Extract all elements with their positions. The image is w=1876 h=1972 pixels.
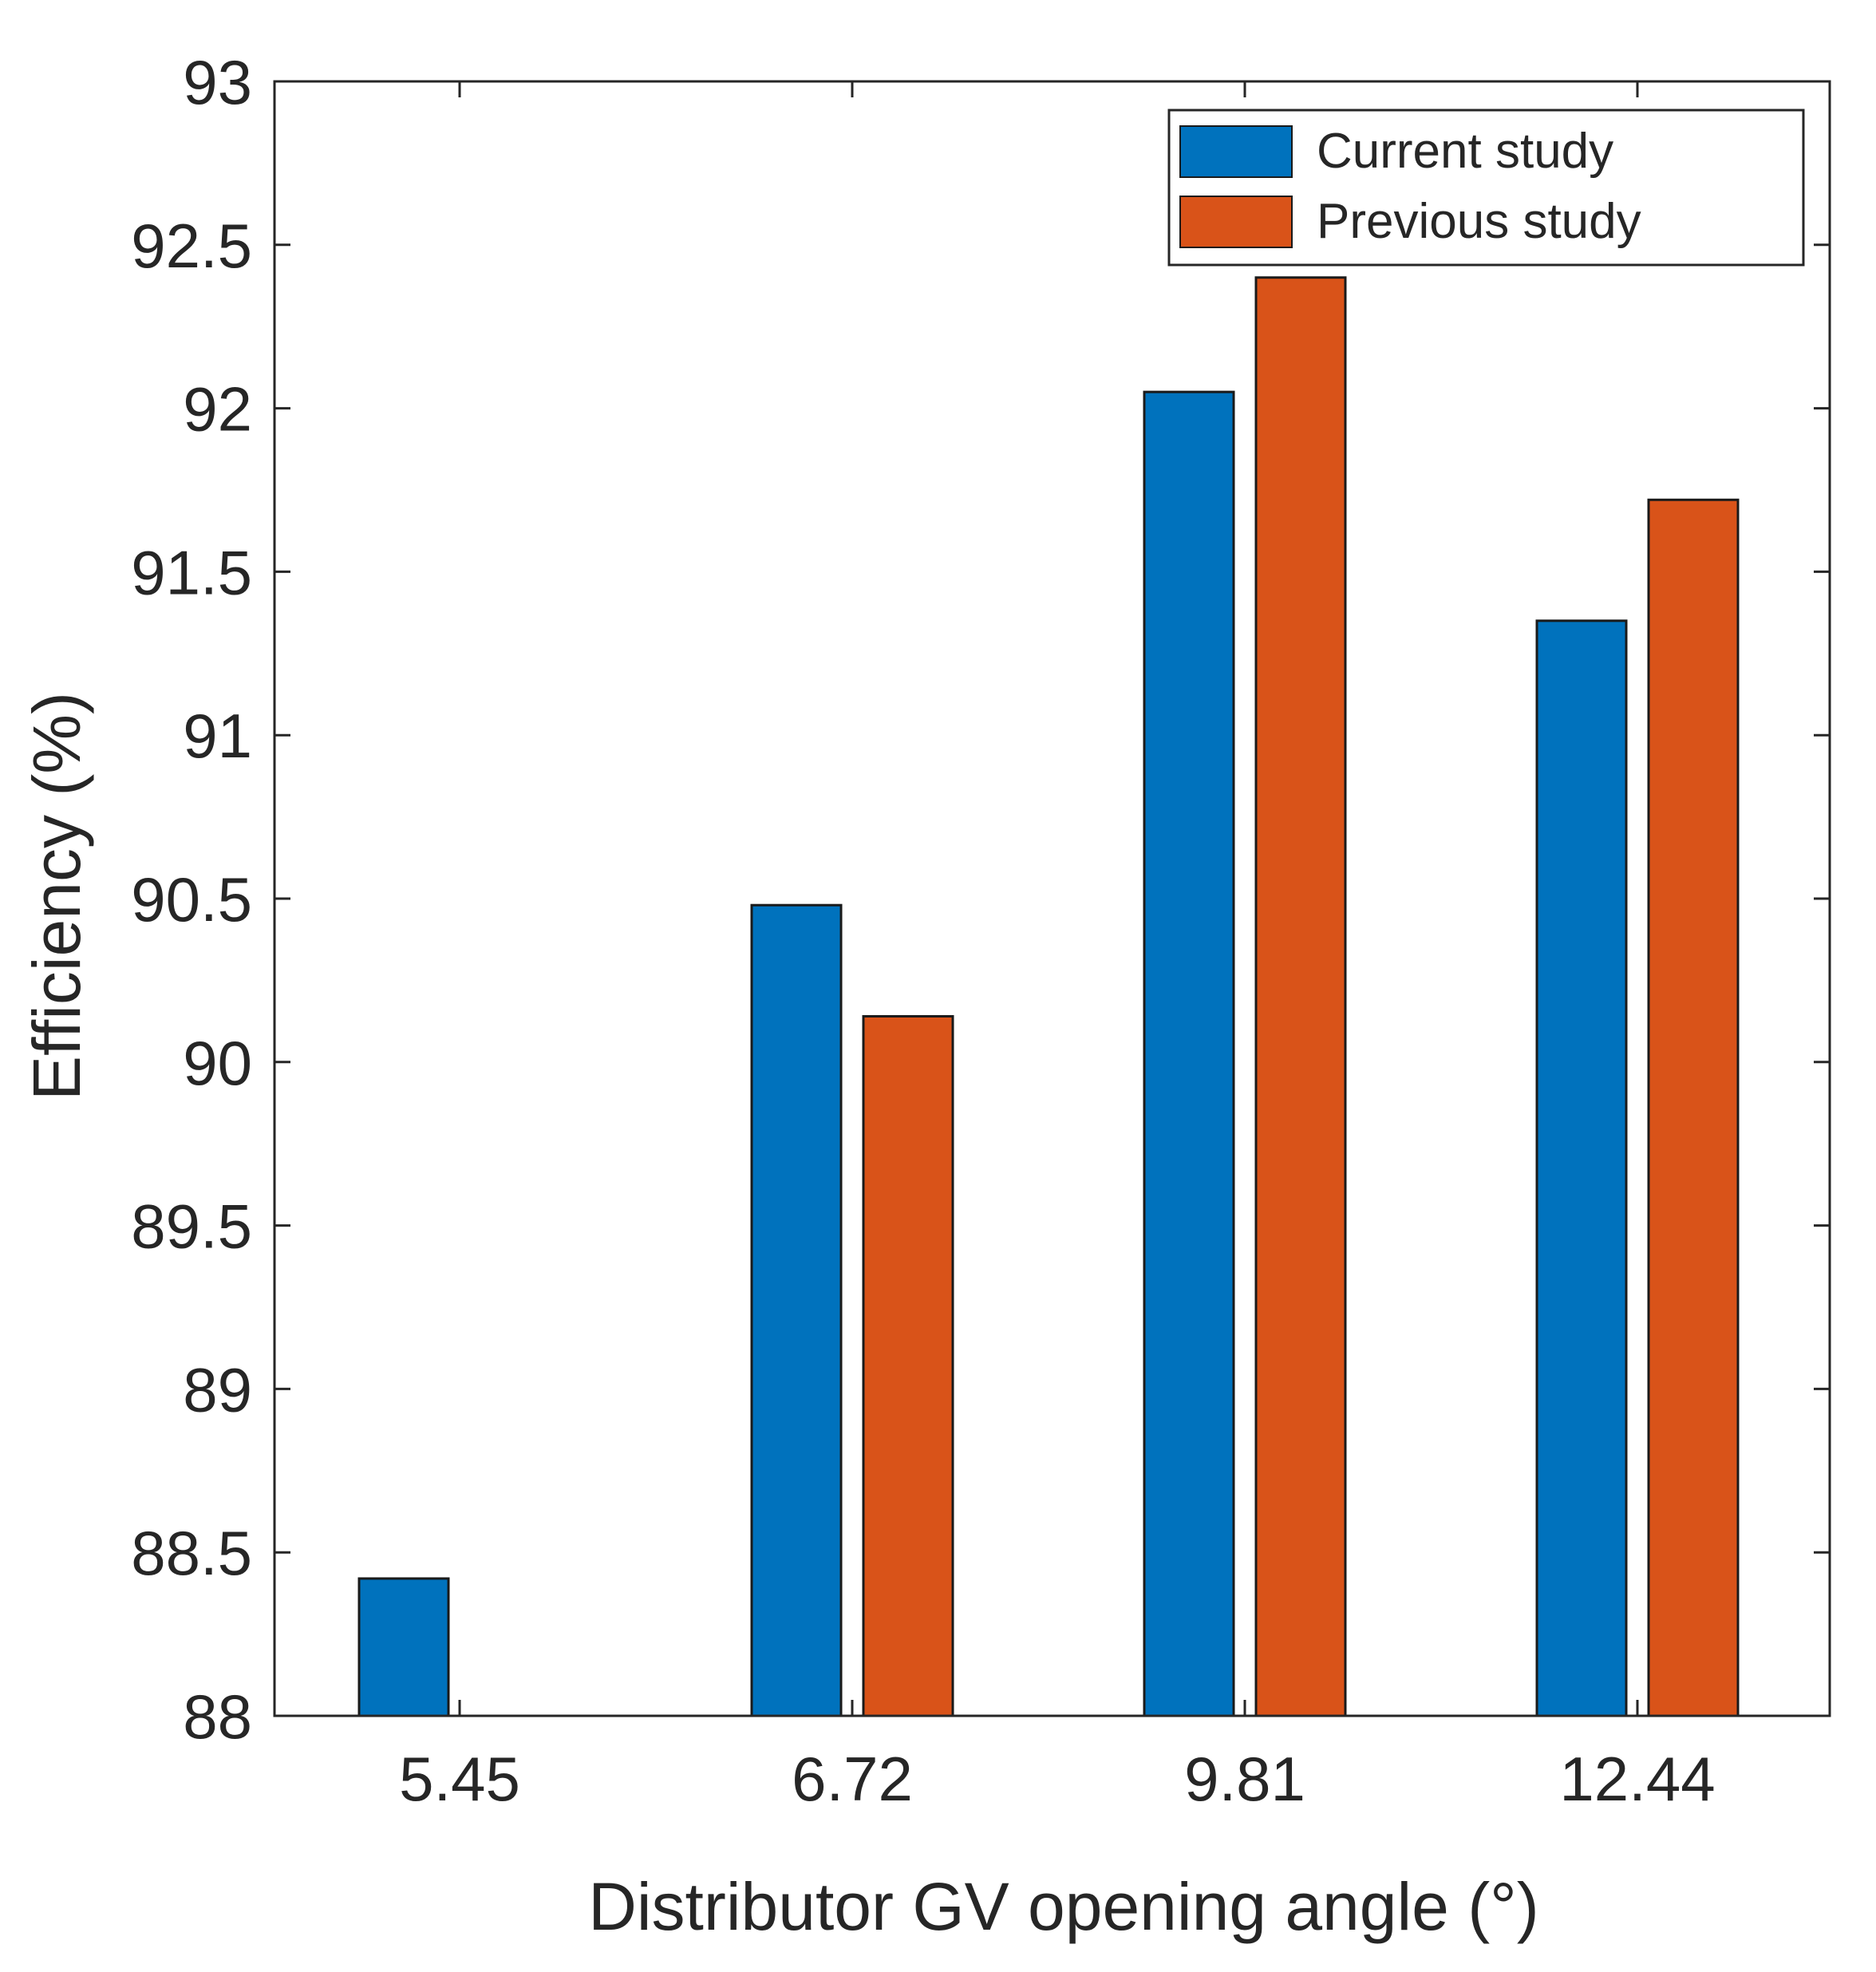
bar-current-12.44 [1535,619,1628,1717]
bar-previous-6.72 [862,1014,954,1717]
y-tick-label: 92 [183,374,252,445]
x-tick-label: 6.72 [792,1744,913,1814]
y-tick-label: 88.5 [131,1518,252,1588]
y-tick-label: 91 [183,701,252,771]
bar-current-6.72 [750,903,843,1717]
x-tick-label: 12.44 [1559,1744,1715,1814]
bar-previous-9.81 [1254,276,1347,1717]
y-tick-label: 93 [183,47,252,117]
y-tick-label: 90.5 [131,864,252,935]
y-tick-label: 91.5 [131,537,252,607]
y-tick-label: 92.5 [131,211,252,281]
legend-label-current: Current study [1317,124,1613,179]
x-tick-label: 9.81 [1184,1744,1305,1814]
y-tick-label: 89.5 [131,1191,252,1262]
legend: Current study Previous study [1167,109,1805,267]
x-axis-label: Distributor GV opening angle (°) [588,1869,1539,1944]
bar-current-9.81 [1143,390,1235,1717]
bar-previous-12.44 [1647,498,1740,1717]
legend-swatch-current [1179,125,1293,178]
legend-swatch-previous [1179,196,1293,248]
y-tick-label: 90 [183,1028,252,1098]
y-axis-label: Efficiency (%) [19,692,94,1101]
bar-current-5.45 [357,1577,450,1717]
legend-label-previous: Previous study [1317,194,1641,249]
axes-layer: 88 88.5 89 89.5 90 90.5 91 91.5 92 92.5 93 5.45 6.72… [131,47,1831,1814]
y-tick-label: 88 [183,1682,252,1752]
bars-layer [357,276,1740,1717]
x-tick-label: 5.45 [399,1744,520,1814]
y-tick-label: 89 [183,1354,252,1425]
